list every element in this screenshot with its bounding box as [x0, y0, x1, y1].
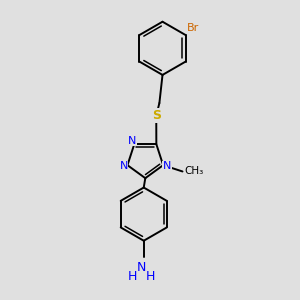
- Text: Br: Br: [187, 23, 200, 34]
- Text: N: N: [163, 161, 171, 171]
- Text: N: N: [119, 161, 128, 171]
- Text: CH₃: CH₃: [185, 167, 204, 176]
- Text: N: N: [136, 261, 146, 274]
- Text: H: H: [145, 270, 155, 283]
- Text: H: H: [128, 270, 137, 283]
- Text: N: N: [128, 136, 136, 146]
- Text: S: S: [152, 109, 161, 122]
